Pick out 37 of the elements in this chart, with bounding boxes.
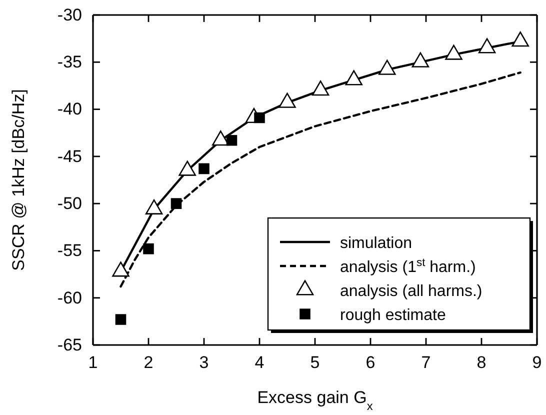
legend-label: simulation — [340, 235, 412, 252]
x-tick-label: 9 — [532, 353, 542, 372]
point — [143, 243, 154, 254]
point — [478, 38, 496, 54]
x-tick-label: 1 — [88, 353, 98, 372]
point — [178, 160, 196, 176]
point — [278, 92, 296, 108]
point — [412, 52, 430, 68]
legend-label: analysis (all harms.) — [340, 283, 482, 300]
point — [445, 44, 462, 60]
y-tick-label: -40 — [57, 100, 82, 119]
y-tick-label: -60 — [57, 288, 82, 308]
y-tick-label: -45 — [57, 146, 82, 166]
point — [312, 80, 330, 96]
point — [145, 199, 163, 214]
point — [345, 70, 362, 86]
y-tick-label: -50 — [57, 194, 82, 214]
x-tick-label: 3 — [199, 353, 209, 372]
point — [212, 130, 230, 146]
x-tick-label: 5 — [310, 353, 320, 372]
y-tick-label: -55 — [57, 241, 82, 260]
x-tick-label: 6 — [366, 353, 376, 372]
point — [170, 198, 182, 209]
y-tick-label: -35 — [57, 52, 82, 72]
point — [115, 314, 126, 325]
x-axis-title: Excess gain G$_{x}$ — [257, 388, 373, 413]
point — [512, 32, 529, 47]
x-tick-label: 4 — [254, 353, 264, 372]
legend-label: rough estimate — [340, 307, 446, 324]
x-tick-label: 2 — [144, 353, 154, 372]
y-tick-label: -30 — [57, 5, 82, 24]
legend-label: analysis (1$^{st}$ harm.) — [340, 257, 476, 276]
x-tick-label: 7 — [421, 353, 431, 372]
y-axis-title: SSCR @ 1kHz [dBc/Hz] — [9, 89, 28, 271]
x-tick-label: 8 — [476, 353, 486, 372]
y-tick-label: -65 — [57, 335, 82, 354]
point — [378, 60, 396, 75]
